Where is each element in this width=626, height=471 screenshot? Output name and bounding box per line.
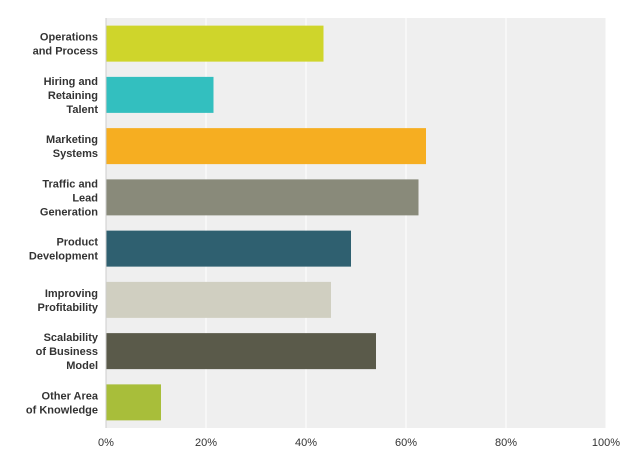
x-tick-label: 80% [495, 437, 517, 449]
bar [106, 384, 161, 421]
bar [106, 333, 376, 370]
bar [106, 76, 214, 113]
category-label: Product Development [29, 237, 98, 263]
x-tick-label: 20% [195, 437, 217, 449]
x-tick-label: 40% [295, 437, 317, 449]
category-label: Traffic and Lead Generation [40, 178, 98, 218]
bar [106, 25, 324, 62]
x-tick-label: 60% [395, 437, 417, 449]
category-label: Scalability of Business Model [36, 332, 99, 372]
category-label: Other Area of Knowledge [26, 390, 99, 416]
category-label: Hiring and Retaining Talent [44, 76, 99, 116]
bar [106, 179, 419, 216]
x-tick-label: 100% [592, 437, 620, 449]
bar [106, 230, 351, 267]
bar [106, 281, 331, 318]
bar [106, 128, 426, 165]
category-label: Operations and Process [33, 32, 98, 58]
x-tick-label: 0% [98, 437, 114, 449]
category-label: Marketing Systems [46, 134, 98, 160]
category-label: Improving Profitability [37, 288, 98, 314]
